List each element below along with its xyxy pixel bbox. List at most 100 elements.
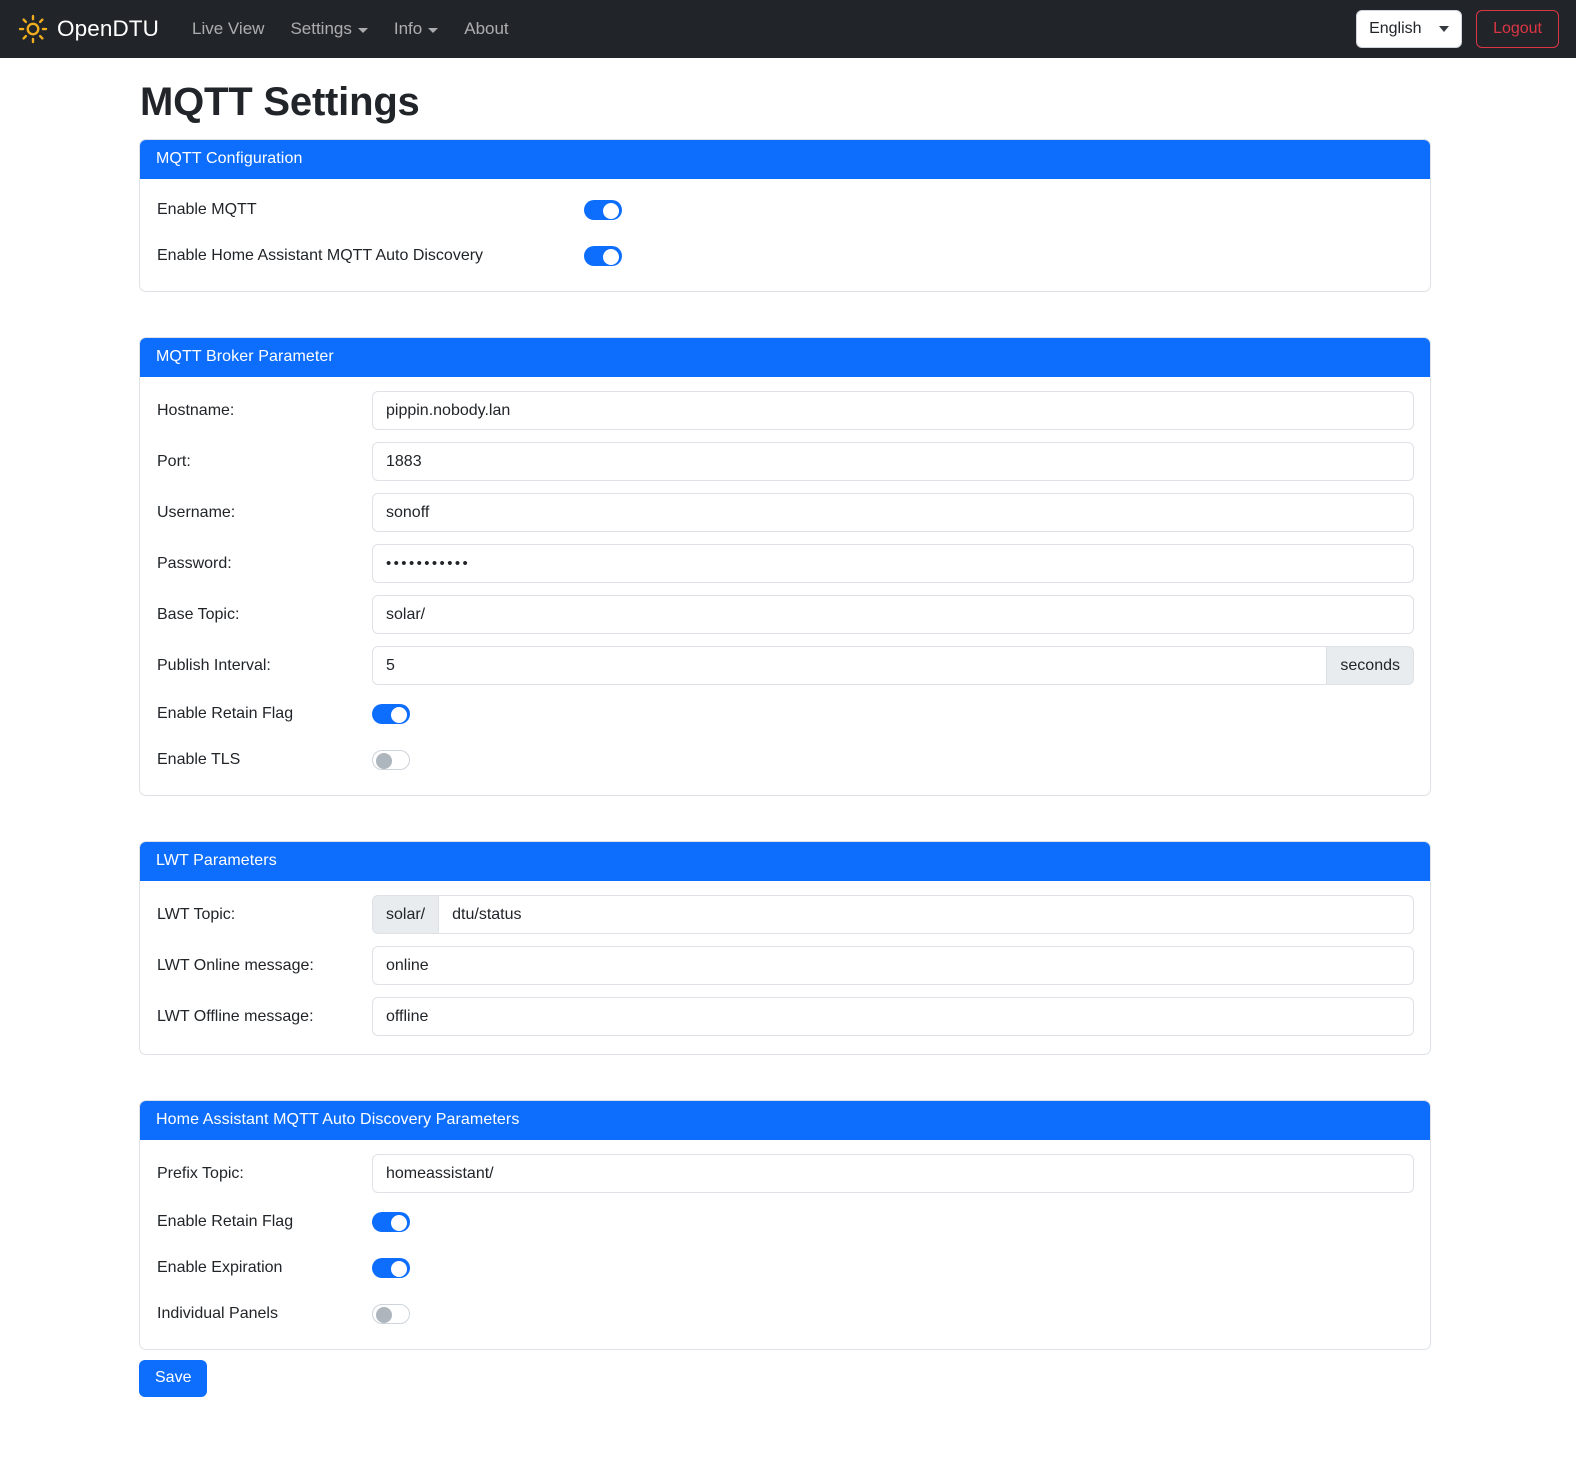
nav-item-label: Live View <box>191 19 265 38</box>
page-container: MQTT Settings MQTT Configuration Enable … <box>0 80 1576 1397</box>
card-home-assistant-parameters: Home Assistant MQTT Auto Discovery Param… <box>139 1100 1431 1350</box>
card-header: LWT Parameters <box>140 842 1430 881</box>
logout-button[interactable]: Logout <box>1476 10 1559 48</box>
card-header: Home Assistant MQTT Auto Discovery Param… <box>140 1101 1430 1140</box>
card-header: MQTT Broker Parameter <box>140 338 1430 377</box>
hostname-input[interactable]: pippin.nobody.lan <box>372 391 1414 430</box>
row-username: Username: sonoff <box>156 493 1414 532</box>
navbar-right-actions: English Logout <box>1356 10 1559 48</box>
port-input[interactable]: 1883 <box>372 442 1414 481</box>
row-ha-expiration: Enable Expiration <box>156 1251 1414 1285</box>
lwt-online-message-input[interactable]: online <box>372 946 1414 985</box>
card-body: Enable MQTT Enable Home Assistant MQTT A… <box>140 179 1430 291</box>
row-label: Password: <box>157 554 232 572</box>
toggle-enable-ha-auto-discovery[interactable] <box>584 246 622 266</box>
nav-item-label: Info <box>393 19 423 38</box>
save-button[interactable]: Save <box>139 1360 208 1397</box>
publish-interval-input[interactable]: 5 <box>372 646 1328 685</box>
language-select-value: English <box>1369 20 1422 37</box>
card-mqtt-broker-parameter: MQTT Broker Parameter Hostname: pippin.n… <box>139 337 1431 796</box>
top-navbar: OpenDTU Live View Settings Info About En… <box>0 0 1576 58</box>
row-password: Password: ••••••••••• <box>156 544 1414 583</box>
nav-item-live-view[interactable]: Live View <box>179 11 277 47</box>
toggle-wrap <box>372 704 410 724</box>
row-label: Enable Home Assistant MQTT Auto Discover… <box>157 247 484 264</box>
row-lwt-offline-message: LWT Offline message: offline <box>156 997 1414 1036</box>
brand-logo[interactable]: OpenDTU <box>18 14 159 44</box>
row-label: LWT Topic: <box>157 905 236 923</box>
nav-item-about[interactable]: About <box>451 11 521 47</box>
toggle-wrap <box>372 1212 410 1232</box>
sun-icon <box>18 14 48 44</box>
chevron-down-icon <box>428 28 439 33</box>
spacer <box>0 1055 1576 1100</box>
nav-item-settings[interactable]: Settings <box>277 11 380 47</box>
row-label: LWT Offline message: <box>157 1007 314 1025</box>
toggle-wrap <box>372 1258 410 1278</box>
toggle-wrap <box>372 1304 410 1324</box>
card-body: Prefix Topic: homeassistant/ Enable Reta… <box>140 1140 1430 1349</box>
toggle-wrap <box>584 246 622 266</box>
publish-interval-unit: seconds <box>1327 646 1414 685</box>
row-lwt-online-message: LWT Online message: online <box>156 946 1414 985</box>
nav-item-info[interactable]: Info <box>381 11 451 47</box>
toggle-enable-mqtt[interactable] <box>584 200 622 220</box>
card-mqtt-configuration: MQTT Configuration Enable MQTT Enable Ho… <box>139 139 1431 292</box>
row-label: Base Topic: <box>157 605 240 623</box>
row-enable-tls: Enable TLS <box>156 743 1414 777</box>
toggle-ha-expiration[interactable] <box>372 1258 410 1278</box>
row-lwt-topic: LWT Topic: solar/ dtu/status <box>156 895 1414 934</box>
chevron-down-icon <box>1439 26 1450 32</box>
row-label: Prefix Topic: <box>157 1164 244 1182</box>
toggle-individual-panels[interactable] <box>372 1304 410 1324</box>
card-header: MQTT Configuration <box>140 140 1430 179</box>
toggle-enable-tls[interactable] <box>372 750 410 770</box>
nav-links: Live View Settings Info About <box>179 11 522 47</box>
row-label: Hostname: <box>157 401 235 419</box>
nav-item-label: About <box>464 19 509 38</box>
row-ha-retain-flag: Enable Retain Flag <box>156 1205 1414 1239</box>
row-enable-mqtt: Enable MQTT <box>156 193 1414 227</box>
row-label: Port: <box>157 452 191 470</box>
lwt-topic-group: solar/ dtu/status <box>372 895 1414 934</box>
lwt-topic-input[interactable]: dtu/status <box>438 895 1414 934</box>
row-hostname: Hostname: pippin.nobody.lan <box>156 391 1414 430</box>
row-label: Enable MQTT <box>157 201 257 218</box>
row-enable-ha-auto-discovery: Enable Home Assistant MQTT Auto Discover… <box>156 239 1414 273</box>
row-label: Individual Panels <box>157 1305 278 1322</box>
row-publish-interval: Publish Interval: 5 seconds <box>156 646 1414 685</box>
row-label: Enable Retain Flag <box>157 1213 294 1230</box>
row-label: Enable TLS <box>157 751 241 768</box>
row-port: Port: 1883 <box>156 442 1414 481</box>
prefix-topic-input[interactable]: homeassistant/ <box>372 1154 1414 1193</box>
row-label: Publish Interval: <box>157 656 271 674</box>
row-prefix-topic: Prefix Topic: homeassistant/ <box>156 1154 1414 1193</box>
username-input[interactable]: sonoff <box>372 493 1414 532</box>
row-base-topic: Base Topic: solar/ <box>156 595 1414 634</box>
card-body: LWT Topic: solar/ dtu/status LWT Online … <box>140 881 1430 1054</box>
card-body: Hostname: pippin.nobody.lan Port: 1883 U… <box>140 377 1430 795</box>
toggle-broker-retain-flag[interactable] <box>372 704 410 724</box>
toggle-wrap <box>584 200 622 220</box>
password-input[interactable]: ••••••••••• <box>372 544 1414 583</box>
toggle-wrap <box>372 750 410 770</box>
card-lwt-parameters: LWT Parameters LWT Topic: solar/ dtu/sta… <box>139 841 1431 1055</box>
lwt-offline-message-input[interactable]: offline <box>372 997 1414 1036</box>
spacer <box>0 292 1576 337</box>
spacer <box>0 796 1576 841</box>
page-title: MQTT Settings <box>140 80 420 124</box>
toggle-ha-retain-flag[interactable] <box>372 1212 410 1232</box>
row-label: Enable Expiration <box>157 1259 283 1276</box>
lwt-topic-prefix: solar/ <box>372 895 439 934</box>
row-individual-panels: Individual Panels <box>156 1297 1414 1331</box>
row-label: LWT Online message: <box>157 956 314 974</box>
row-label: Username: <box>157 503 236 521</box>
chevron-down-icon <box>357 28 368 33</box>
nav-item-label: Settings <box>290 19 352 38</box>
language-select[interactable]: English <box>1356 10 1463 48</box>
base-topic-input[interactable]: solar/ <box>372 595 1414 634</box>
row-label: Enable Retain Flag <box>157 705 294 722</box>
brand-text: OpenDTU <box>57 16 159 41</box>
publish-interval-group: 5 seconds <box>372 646 1414 685</box>
row-enable-retain-flag: Enable Retain Flag <box>156 697 1414 731</box>
